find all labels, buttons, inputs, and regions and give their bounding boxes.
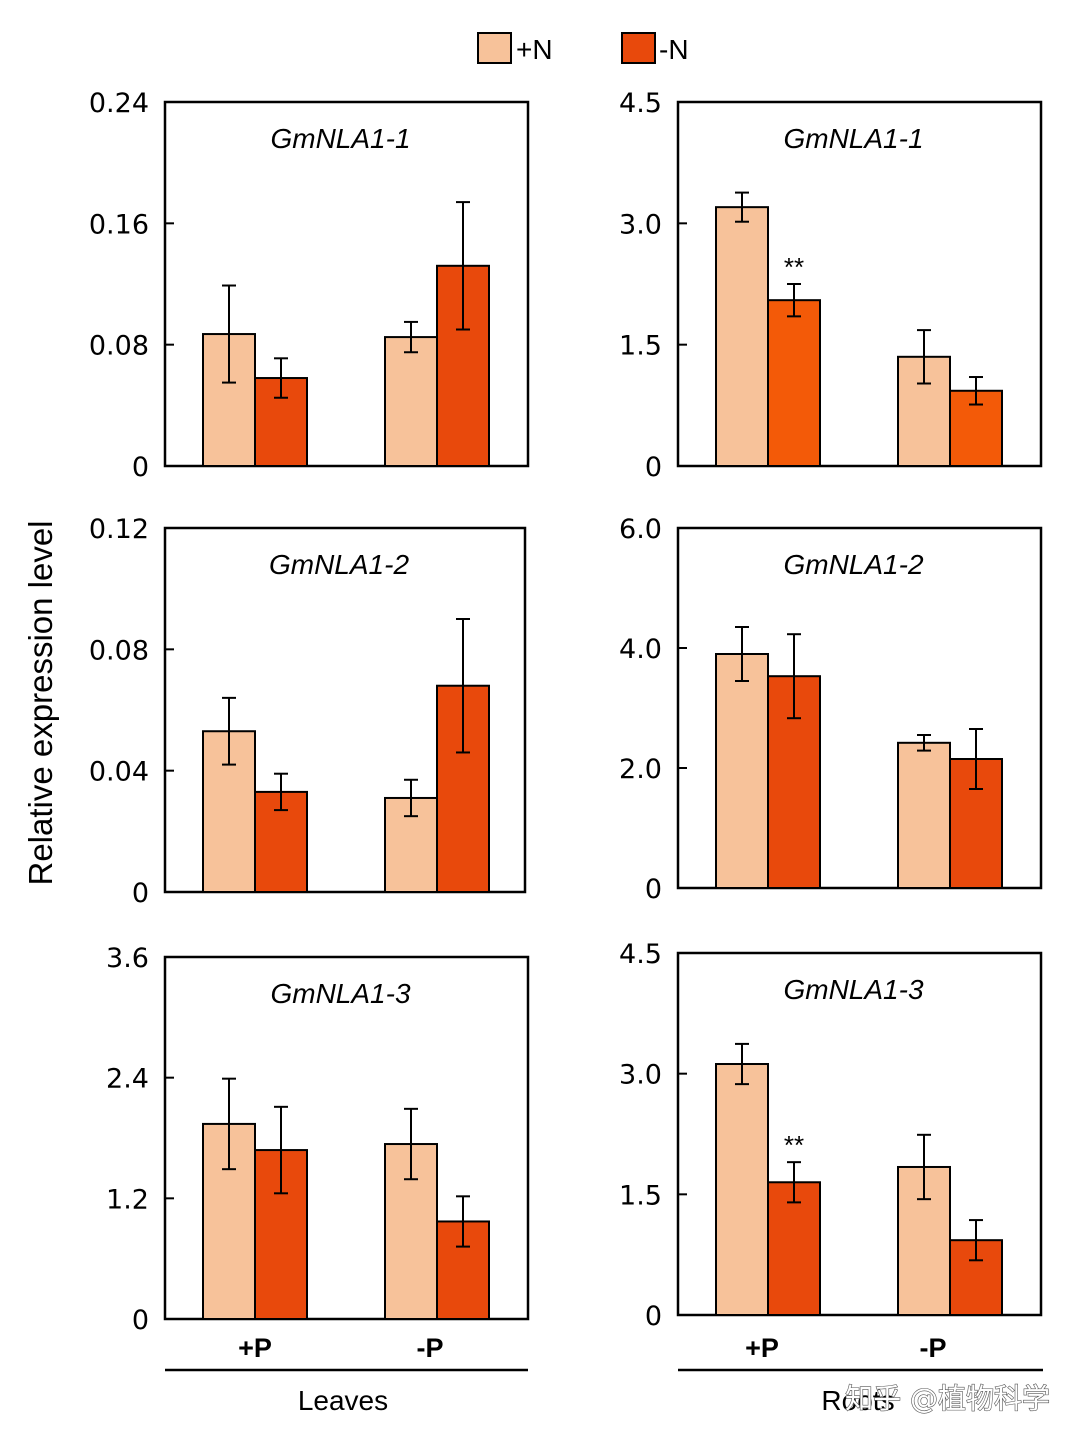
tissue-label-leaves: Leaves bbox=[298, 1385, 388, 1416]
plot-frame bbox=[676, 951, 1043, 1317]
y-tick-label: 0 bbox=[645, 1301, 662, 1332]
x-tick-leaves-plus-p: +P bbox=[238, 1333, 272, 1363]
legend-swatch-minus-n bbox=[621, 32, 656, 64]
y-tick-label: 0 bbox=[132, 1305, 149, 1336]
y-tick-label: 1.5 bbox=[619, 331, 662, 362]
y-tick-label: 2.4 bbox=[106, 1064, 149, 1095]
y-tick-label: 0 bbox=[645, 452, 662, 483]
y-axis-label: Relative expression level bbox=[22, 520, 59, 885]
bar-roots-plus-p-plus-n bbox=[715, 1063, 769, 1316]
bar-roots-plus-p-plus-n bbox=[715, 206, 769, 467]
x-tick-roots-plus-p: +P bbox=[745, 1333, 779, 1363]
y-tick-label: 3.6 bbox=[106, 943, 149, 974]
plot-frame bbox=[163, 526, 527, 894]
panel-title: GmNLA1-3 bbox=[783, 974, 923, 1005]
bar-roots-minus-p-plus-n bbox=[897, 741, 951, 889]
y-tick-label: 0 bbox=[645, 874, 662, 905]
panel-title: GmNLA1-2 bbox=[783, 549, 923, 580]
legend-label-plus-n: +N bbox=[516, 34, 553, 65]
bar-roots-plus-p-minus-n bbox=[767, 299, 821, 467]
panel-leaves-gmnla1-3: 0 1.2 2.4 3.6 GmNLA1-3 bbox=[106, 943, 530, 1336]
y-tick-label: 0 bbox=[132, 452, 149, 483]
y-tick-label: 0.04 bbox=[89, 757, 149, 788]
panel-leaves-gmnla1-1: 0 0.08 0.16 0.24 GmNLA1-1 bbox=[89, 88, 530, 483]
y-tick-label: 0 bbox=[132, 878, 149, 909]
panel-title: GmNLA1-2 bbox=[269, 549, 409, 580]
plot-frame bbox=[163, 955, 530, 1321]
y-tick-label: 0.08 bbox=[89, 331, 149, 362]
panel-title: GmNLA1-1 bbox=[783, 123, 923, 154]
x-tick-leaves-minus-p: -P bbox=[417, 1333, 444, 1363]
bar-roots-plus-p-plus-n bbox=[715, 653, 769, 889]
legend-swatch-plus-n bbox=[477, 32, 512, 64]
y-tick-label: 1.2 bbox=[106, 1184, 149, 1215]
plot-frame bbox=[163, 100, 530, 468]
y-tick-label: 3.0 bbox=[619, 209, 662, 240]
y-tick-label: 2.0 bbox=[619, 754, 662, 785]
panel-title: GmNLA1-1 bbox=[270, 123, 410, 154]
panel-leaves-gmnla1-2: 0 0.04 0.08 0.12 GmNLA1-2 bbox=[89, 514, 527, 909]
x-tick-roots-minus-p: -P bbox=[920, 1333, 947, 1363]
legend-label-minus-n: -N bbox=[659, 34, 689, 65]
panel-roots-gmnla1-3: 0 1.5 3.0 4.5 GmNLA1-3 ** bbox=[619, 939, 1043, 1332]
y-tick-label: 6.0 bbox=[619, 514, 662, 545]
panel-roots-gmnla1-2: 0 2.0 4.0 6.0 GmNLA1-2 bbox=[619, 514, 1043, 905]
y-tick-label: 0.24 bbox=[89, 88, 149, 119]
bar-leaves-minus-p-plus-n bbox=[384, 336, 438, 468]
y-tick-label: 3.0 bbox=[619, 1060, 662, 1091]
legend: +N -N bbox=[477, 32, 689, 65]
significance-mark: ** bbox=[784, 1130, 804, 1160]
y-tick-label: 4.5 bbox=[619, 88, 662, 119]
panel-roots-gmnla1-1: 0 1.5 3.0 4.5 GmNLA1-1 ** bbox=[619, 88, 1043, 483]
watermark: 知乎 @植物科学 bbox=[845, 1382, 1050, 1415]
y-tick-label: 0.08 bbox=[89, 635, 149, 666]
panel-title: GmNLA1-3 bbox=[270, 978, 410, 1009]
bar-roots-plus-p-minus-n bbox=[767, 1181, 821, 1317]
y-tick-label: 0.12 bbox=[89, 514, 149, 545]
y-tick-label: 0.16 bbox=[89, 209, 149, 240]
significance-mark: ** bbox=[784, 252, 804, 282]
y-tick-label: 1.5 bbox=[619, 1180, 662, 1211]
y-tick-label: 4.0 bbox=[619, 634, 662, 665]
y-tick-label: 4.5 bbox=[619, 939, 662, 970]
bar-roots-plus-p-minus-n bbox=[767, 675, 821, 890]
plot-frame bbox=[676, 526, 1043, 890]
tissue-label-roots: Roots bbox=[821, 1385, 894, 1416]
plot-frame bbox=[676, 100, 1043, 468]
